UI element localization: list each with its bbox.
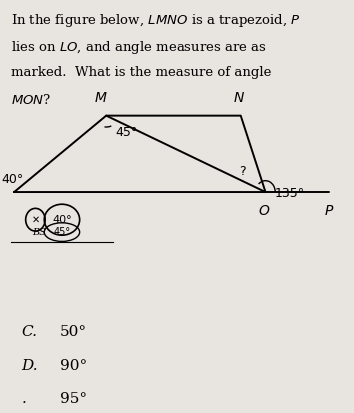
Text: $P$: $P$: [324, 204, 335, 218]
Text: 50°: 50°: [60, 325, 87, 339]
Text: 135°: 135°: [274, 187, 304, 199]
Text: $MON$?: $MON$?: [11, 93, 51, 107]
Text: D.: D.: [21, 358, 38, 373]
Text: ✕: ✕: [32, 215, 39, 225]
Text: C.: C.: [21, 325, 37, 339]
Text: ?: ?: [239, 166, 246, 178]
Text: 40°: 40°: [2, 173, 24, 186]
Text: 95°: 95°: [60, 392, 87, 406]
Text: 45°: 45°: [115, 126, 137, 139]
Text: 45°: 45°: [53, 227, 70, 237]
Text: 40°: 40°: [52, 215, 72, 225]
Text: $O$: $O$: [258, 204, 270, 218]
Text: In the figure below, $LMNO$ is a trapezoid, $P$: In the figure below, $LMNO$ is a trapezo…: [11, 12, 300, 29]
Text: marked.  What is the measure of angle: marked. What is the measure of angle: [11, 66, 271, 79]
Text: BS: BS: [32, 228, 46, 237]
Text: $M$: $M$: [94, 91, 108, 105]
Text: .: .: [21, 392, 26, 406]
Text: lies on $LO$, and angle measures are as: lies on $LO$, and angle measures are as: [11, 39, 266, 56]
Text: $N$: $N$: [233, 91, 245, 105]
Text: 90°: 90°: [60, 358, 87, 373]
